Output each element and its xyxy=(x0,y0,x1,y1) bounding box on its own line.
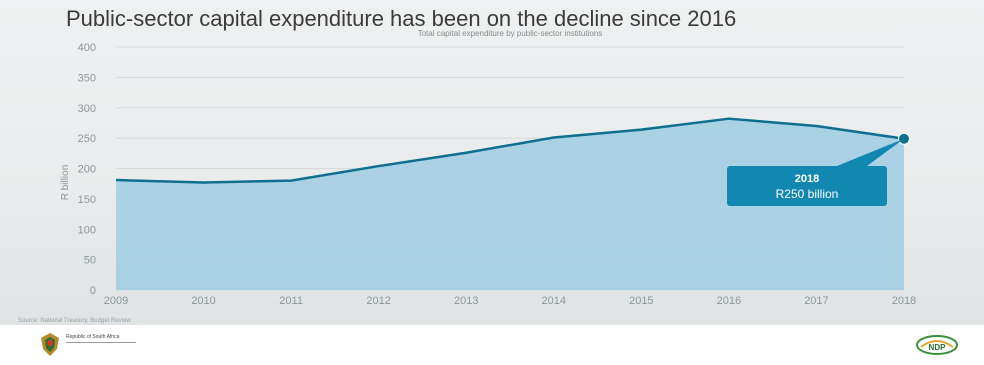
x-tick-label: 2018 xyxy=(892,295,916,307)
y-tick-label: 350 xyxy=(78,72,96,84)
department-divider xyxy=(66,342,136,343)
coat-of-arms-icon xyxy=(41,333,59,356)
callout-value: R250 billion xyxy=(776,187,839,201)
department-name-text: Republic of South Africa xyxy=(66,334,120,340)
x-tick-label: 2016 xyxy=(717,295,741,307)
area-chart: 0 50 100 150 200 250 300 350 400 R billion 2009 201… xyxy=(60,42,916,307)
y-tick-label: 100 xyxy=(78,224,96,236)
x-tick-label: 2017 xyxy=(804,295,828,307)
series-area xyxy=(116,118,904,290)
callout-year: 2018 xyxy=(795,173,819,185)
series-line xyxy=(115,117,905,184)
callout-box xyxy=(727,166,887,206)
chart-title: Public-sector capital expenditure has be… xyxy=(66,6,737,31)
y-tick-label: 300 xyxy=(78,103,96,115)
source-note: Source: National Treasury, Budget Review xyxy=(18,318,131,324)
x-tick-label: 2011 xyxy=(279,295,303,307)
footer-bar xyxy=(0,325,984,365)
chart-subtitle: Total capital expenditure by public-sect… xyxy=(417,29,603,38)
ndp-logo-text: NDP xyxy=(929,343,947,352)
y-tick-label: 0 xyxy=(90,285,96,297)
x-tick-label: 2015 xyxy=(629,295,653,307)
y-tick-label: 200 xyxy=(78,164,96,176)
y-axis-label: R billion xyxy=(60,165,71,201)
x-tick-label: 2013 xyxy=(454,295,478,307)
department-name: Republic of South Africa xyxy=(66,334,136,343)
y-tick-label: 50 xyxy=(84,255,96,267)
x-tick-label: 2009 xyxy=(104,295,128,307)
x-tick-label: 2012 xyxy=(366,295,390,307)
ndp-logo-icon: NDP xyxy=(916,335,958,355)
x-tick-label: 2014 xyxy=(542,295,566,307)
x-tick-label: 2010 xyxy=(191,295,215,307)
y-tick-label: 250 xyxy=(78,133,96,145)
y-tick-label: 400 xyxy=(78,42,96,54)
callout-pointer xyxy=(837,138,904,166)
y-tick-label: 150 xyxy=(78,194,96,206)
